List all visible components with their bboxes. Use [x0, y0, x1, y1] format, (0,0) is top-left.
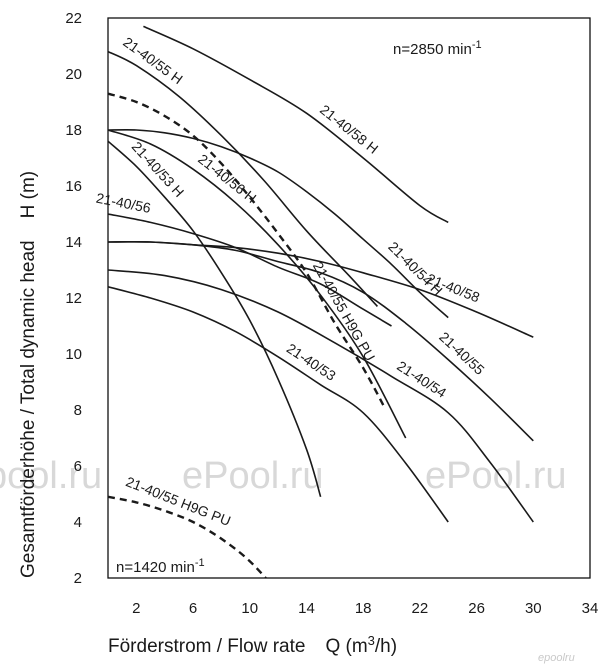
x-tick-label: 6 [189, 600, 197, 617]
corner-logo: epoolru [538, 652, 575, 664]
curve-label: 21-40/55 [436, 329, 488, 378]
y-axis-title: Gesamtförderhöhe / Total dynamic headH (… [18, 171, 39, 578]
y-tick-label: 8 [74, 402, 82, 419]
y-tick-label: 22 [65, 10, 82, 27]
x-tick-label: 26 [468, 600, 485, 617]
curve-21-40-58-h [143, 25, 449, 224]
curve-label: 21-40/58 [425, 270, 482, 305]
curve-21-40-54 [108, 269, 534, 523]
curve-21-40-55-h9g-pu [108, 92, 386, 408]
y-tick-label: 16 [65, 178, 82, 195]
curve-21-40-55 [108, 240, 534, 442]
y-tick-label: 6 [74, 458, 82, 475]
watermark-text: ePool.ru [425, 455, 567, 497]
y-tick-label: 12 [65, 290, 82, 307]
y-axis-title-group: Gesamtförderhöhe / Total dynamic headH (… [18, 171, 39, 578]
watermark-text: ePool.ru [182, 455, 324, 497]
watermark-text: pool.ru [0, 455, 102, 497]
y-tick-label: 18 [65, 122, 82, 139]
speed-annotation-1420: n=1420 min-1 [116, 557, 205, 576]
y-tick-label: 2 [74, 570, 82, 587]
curve-label: 21-40/56 [95, 190, 153, 216]
curve-21-40-55-h9g-pu [108, 495, 268, 578]
curve-21-40-53 [108, 286, 449, 523]
y-tick-label: 4 [74, 514, 82, 531]
y-tick-label: 20 [65, 66, 82, 83]
curve-21-40-56-h [108, 129, 407, 439]
x-axis-ticks: 2 6 10 14 18 22 26 30 34 [132, 600, 598, 617]
curve-21-40-53-h [108, 140, 322, 498]
x-tick-label: 18 [355, 600, 372, 617]
speed-annotation-2850: n=2850 min-1 [393, 39, 482, 58]
plot-frame [107, 17, 591, 579]
y-tick-label: 14 [65, 234, 82, 251]
x-tick-label: 30 [525, 600, 542, 617]
y-tick-label: 10 [65, 346, 82, 363]
curve-group [108, 25, 534, 578]
curve-label: 21-40/53 [284, 340, 339, 384]
watermark-layer: pool.ru ePool.ru ePool.ru [0, 455, 567, 497]
curve-21-40-54-h [108, 128, 449, 319]
x-axis-title: Förderstrom / Flow rate Q (m3/h) [108, 633, 397, 657]
y-axis-ticks: 2 4 6 8 10 12 14 16 18 20 22 [65, 10, 82, 587]
x-tick-label: 14 [298, 600, 315, 617]
x-tick-label: 10 [241, 600, 258, 617]
curve-21-40-56 [108, 213, 392, 327]
x-tick-label: 2 [132, 600, 140, 617]
curve-21-40-55-h [108, 50, 378, 307]
x-tick-label: 22 [412, 600, 429, 617]
curve-label: 21-40/55 H [120, 34, 186, 88]
x-tick-label: 34 [582, 600, 599, 617]
